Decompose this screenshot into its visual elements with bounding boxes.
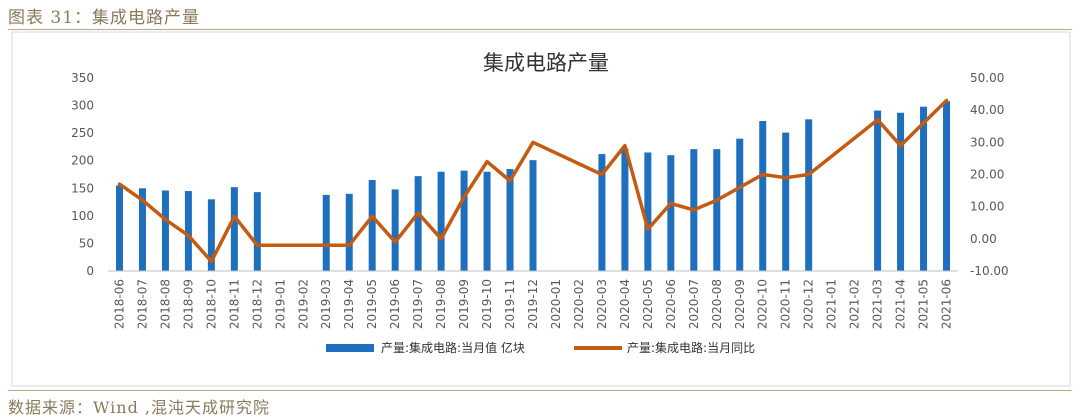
bar [437,171,445,271]
bar [322,194,330,271]
bar [529,160,537,271]
bar [253,192,261,271]
bar [230,187,238,271]
left-tick-label: 150 [71,181,94,195]
x-tick-label: 2020-06 [664,279,678,329]
x-tick-label: 2020-03 [595,279,609,329]
right-tick-label: 50.00 [970,71,1004,85]
x-tick-label: 2020-07 [687,279,701,329]
x-tick-label: 2019-02 [296,279,310,329]
bar [391,189,399,271]
bar [621,148,629,271]
bar [161,190,169,271]
bar [897,112,905,272]
x-tick-label: 2018-10 [204,279,218,329]
x-tick-label: 2018-06 [112,279,126,329]
x-tick-label: 2019-10 [480,279,494,329]
x-tick-label: 2020-10 [756,279,770,329]
x-tick-label: 2019-06 [388,279,402,329]
x-tick-label: 2021-02 [848,279,862,329]
bar [805,119,813,271]
x-tick-label: 2019-12 [526,279,540,329]
x-tick-label: 2020-11 [779,279,793,329]
bar [506,168,514,271]
source-note: 数据来源：Wind ,混沌天成研究院 [8,398,271,417]
bar [759,121,767,271]
x-tick-label: 2019-11 [503,279,517,329]
x-tick-label: 2019-05 [365,279,379,329]
x-tick-label: 2021-01 [825,279,839,329]
x-tick-label: 2019-09 [457,279,471,329]
x-tick-label: 2018-12 [250,279,264,329]
legend-line-label: 产量:集成电路:当月同比 [627,340,755,355]
bar [874,110,882,271]
bar [345,193,353,271]
bar [667,155,675,271]
bar [207,199,215,271]
x-tick-label: 2020-05 [641,279,655,329]
bar [920,106,928,271]
x-tick-label: 2021-06 [940,279,954,329]
right-tick-label: -10.00 [970,264,1009,278]
left-tick-label: 50 [79,236,94,250]
x-tick-label: 2020-08 [710,279,724,329]
x-tick-label: 2018-07 [135,279,149,329]
x-tick-label: 2019-03 [319,279,333,329]
bar [598,154,606,271]
bar [782,132,790,271]
left-tick-label: 200 [71,154,94,168]
bar [644,152,652,271]
bar [368,180,376,271]
x-tick-label: 2018-11 [227,279,241,329]
bar [460,170,468,271]
bar [414,176,422,271]
bar [483,171,491,271]
right-tick-label: 20.00 [970,168,1004,182]
legend-bar-label: 产量:集成电路:当月值 亿块 [381,340,525,355]
right-tick-label: 40.00 [970,103,1004,117]
left-tick-label: 350 [71,71,94,85]
chart-title: 集成电路产量 [483,51,609,75]
x-tick-label: 2020-01 [549,279,563,329]
x-tick-label: 2021-05 [917,279,931,329]
x-tick-label: 2019-04 [342,279,356,329]
left-tick-label: 300 [71,99,94,113]
left-tick-label: 100 [71,209,94,223]
bar [713,149,721,271]
x-tick-label: 2020-02 [572,279,586,329]
x-tick-label: 2019-08 [434,279,448,329]
x-tick-label: 2019-01 [273,279,287,329]
bottom-rule [8,390,1072,391]
bar [736,138,744,271]
x-tick-label: 2020-09 [733,279,747,329]
right-tick-label: 10.00 [970,200,1004,214]
x-tick-label: 2021-03 [871,279,885,329]
x-tick-label: 2020-04 [618,279,632,329]
bar [115,185,123,271]
right-tick-label: 0.00 [970,232,997,246]
bar [138,188,146,271]
left-tick-label: 0 [86,264,94,278]
left-tick-label: 250 [71,126,94,140]
x-tick-label: 2019-07 [411,279,425,329]
bar [943,101,951,271]
top-rule [8,29,1072,30]
chart-frame [11,31,1071,387]
yoy-line [117,98,949,264]
figure-label: 图表 31：集成电路产量 [8,8,201,28]
x-tick-label: 2021-04 [894,279,908,329]
x-tick-label: 2018-09 [181,279,195,329]
legend-bar-swatch [326,344,374,352]
chart: 集成电路产量 0 50 100 150 200 250 300 350 -10.00 0.00 1… [11,31,1071,387]
bar [184,191,192,271]
x-tick-label: 2018-08 [158,279,172,329]
x-tick-label: 2020-12 [802,279,816,329]
right-tick-label: 30.00 [970,135,1004,149]
